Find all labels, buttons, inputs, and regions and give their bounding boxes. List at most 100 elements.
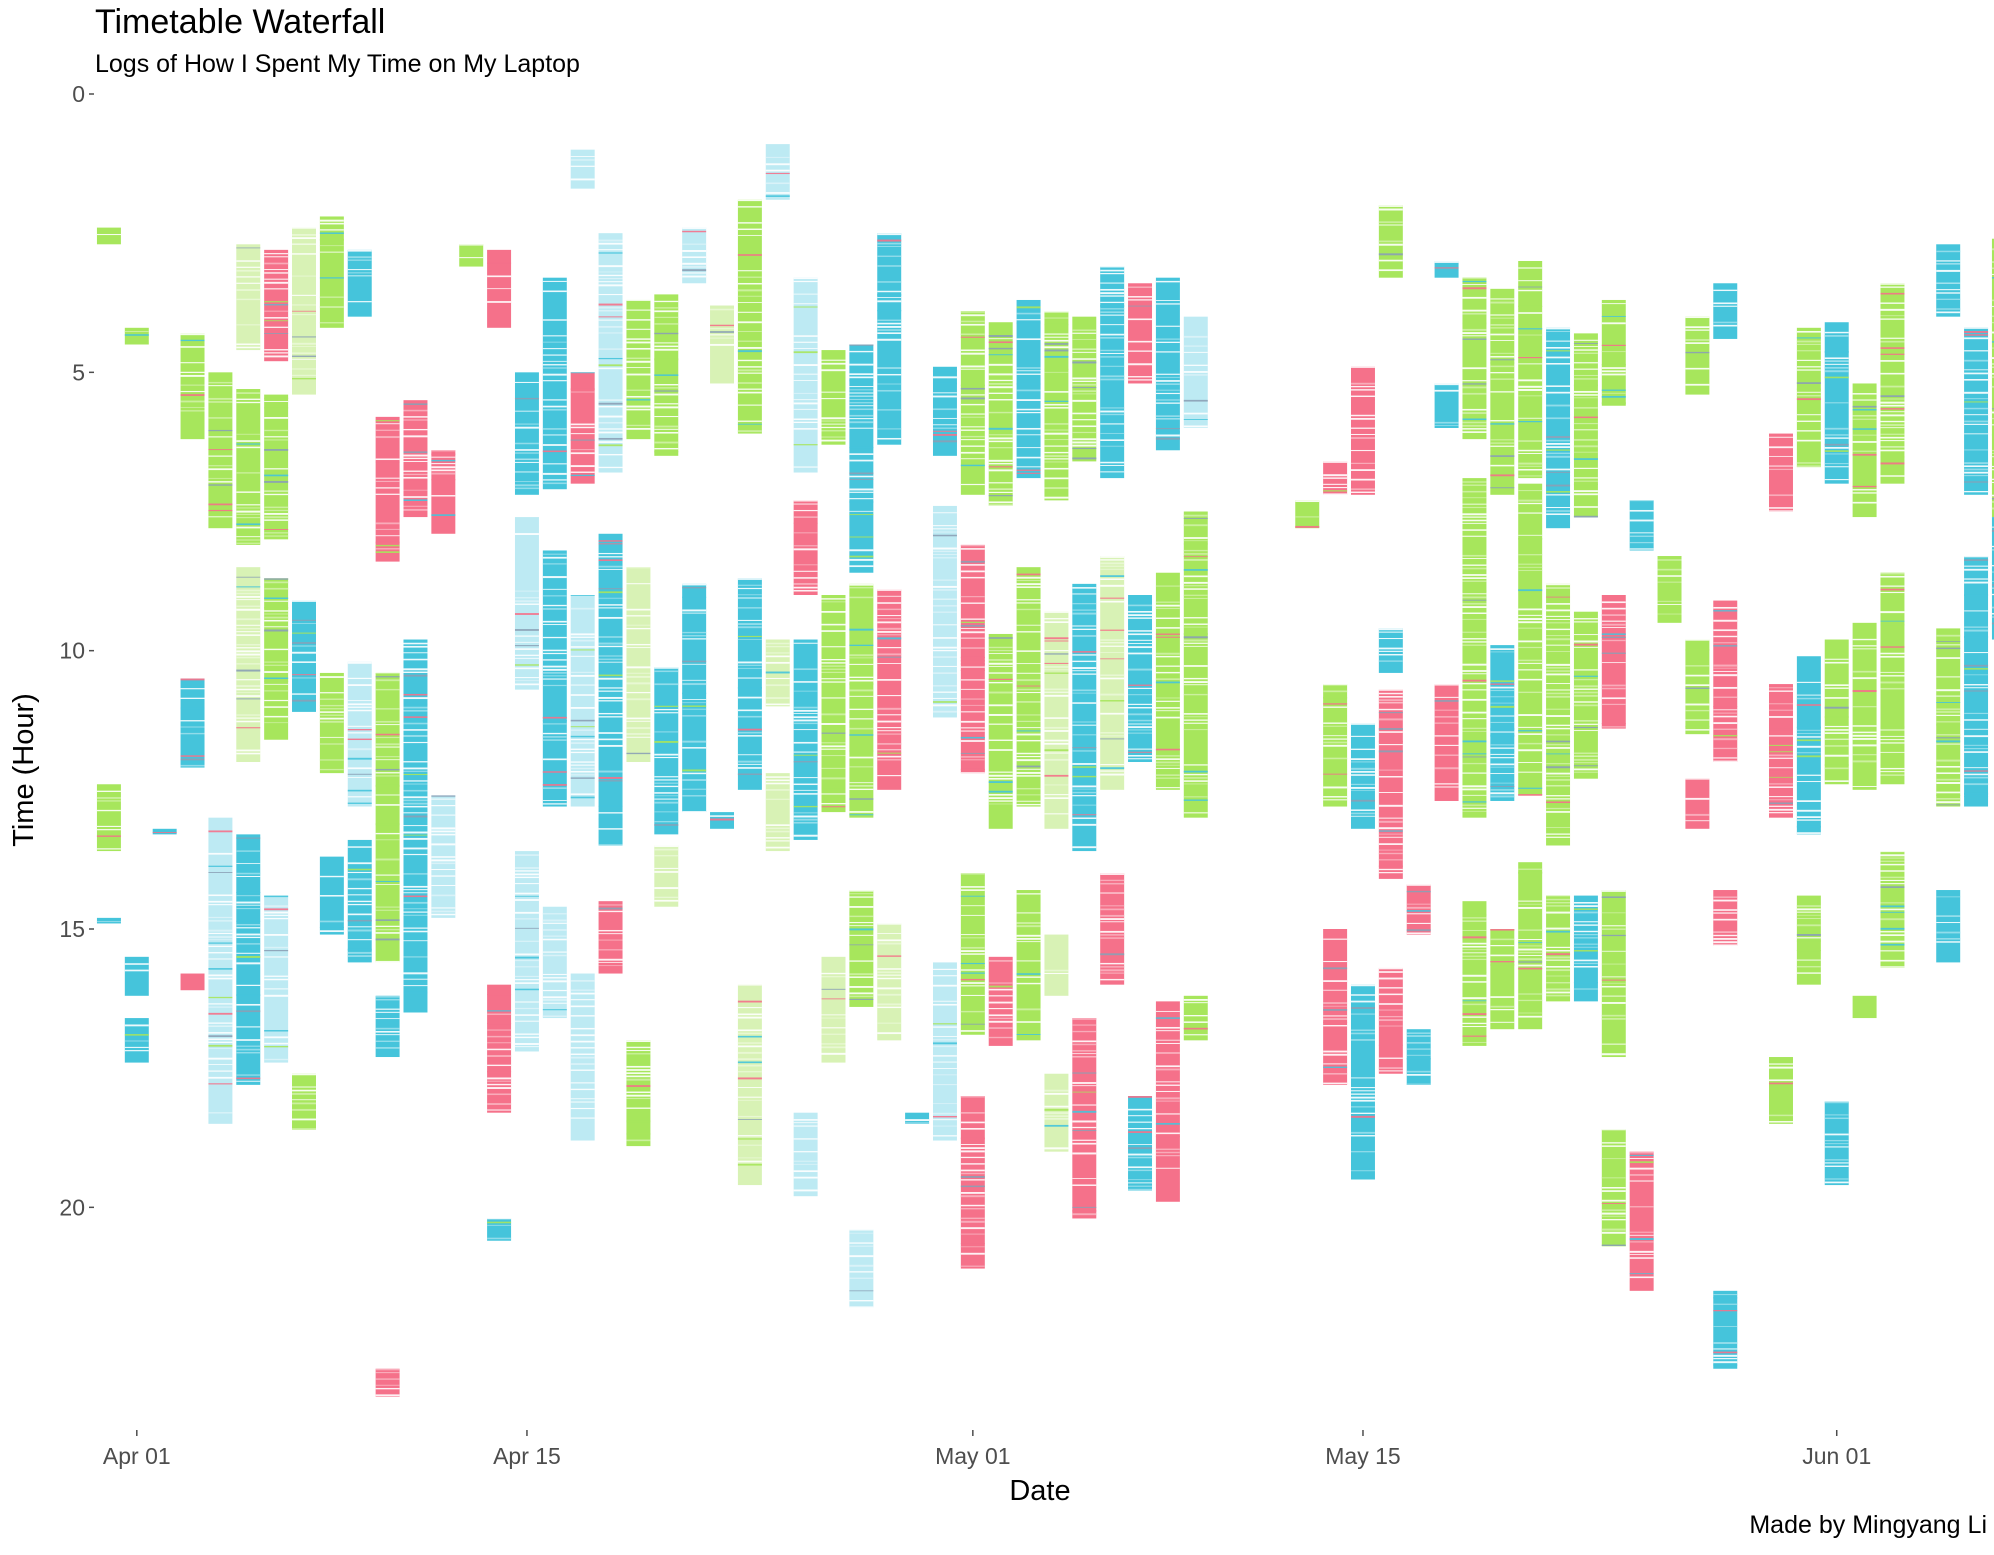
log-streak [1183,540,1208,542]
log-streak [431,913,456,916]
log-streak [1016,434,1041,436]
log-streak [542,588,567,590]
log-streak [1629,1234,1654,1236]
log-streak [403,847,428,850]
log-streak [1462,408,1487,411]
log-streak [1462,596,1487,599]
log-streak [236,994,261,996]
log-streak [877,647,902,649]
log-streak [1546,994,1571,997]
log-streak [375,880,400,883]
log-streak [236,1045,261,1047]
log-streak [877,974,902,976]
log-streak [960,1217,985,1220]
log-streak [737,709,762,712]
log-streak [1573,704,1598,707]
log-streak [1713,289,1738,292]
log-streak [598,961,623,963]
log-streak [1462,335,1487,337]
log-streak [487,1237,512,1240]
log-streak [1518,512,1543,514]
log-streak [1546,619,1571,620]
log-streak [1100,266,1125,268]
session-block [1044,611,1069,829]
log-streak [960,736,985,739]
log-streak [1685,729,1710,731]
log-streak [1490,715,1515,717]
log-streak [1100,937,1125,939]
session-bar [180,333,205,440]
log-streak [1796,800,1821,802]
log-streak [542,784,567,786]
log-streak [960,669,985,671]
log-streak [1100,575,1125,577]
log-streak [849,654,874,657]
log-streak [487,1080,512,1082]
log-streak [236,542,261,544]
log-streak [1991,376,1994,378]
log-streak [960,352,985,355]
log-streak [1183,623,1208,625]
log-streak [1880,302,1905,304]
log-streak [487,1023,512,1025]
log-streak [1490,391,1515,393]
session-block [236,389,261,545]
log-streak [1518,502,1543,505]
log-streak [793,834,818,837]
log-streak [1462,519,1487,522]
log-streak [1824,1139,1849,1142]
log-streak [1546,683,1571,685]
log-streak [1824,370,1849,373]
log-streak [1518,328,1543,330]
log-streak [821,623,846,626]
log-streak [1796,745,1821,748]
log-streak [1685,339,1710,341]
log-streak [570,719,595,722]
log-streak [737,295,762,297]
log-streak [208,852,233,855]
log-streak [1991,581,1994,582]
log-streak [1128,758,1153,760]
log-streak [1183,1002,1208,1004]
log-streak [514,988,539,991]
log-streak [1016,794,1041,796]
session-block [1128,1096,1153,1191]
log-streak [1434,744,1459,746]
log-streak [960,596,985,598]
log-streak [793,564,818,566]
log-streak [1462,1035,1487,1037]
log-streak [1991,565,1994,567]
log-streak [682,583,707,586]
log-streak [514,449,539,451]
log-streak [793,306,818,308]
log-streak [347,939,372,941]
log-streak [849,536,874,538]
log-streak [1016,322,1041,324]
log-streak [1518,646,1543,649]
log-streak [1462,958,1487,961]
log-streak [988,1036,1013,1039]
log-streak [1629,541,1654,544]
log-streak [1880,931,1905,933]
log-streak [737,199,762,202]
log-streak [710,337,735,339]
log-streak [1796,359,1821,361]
log-streak [598,933,623,935]
log-streak [1434,716,1459,718]
log-streak [682,609,707,612]
session-block [877,233,902,445]
log-streak [1128,630,1153,632]
log-streak [375,1378,400,1380]
log-streak [375,420,400,422]
log-streak [988,1027,1013,1029]
log-streak [1824,738,1849,740]
log-streak [1991,616,1994,618]
session-block [905,1112,930,1124]
log-streak [1573,346,1598,347]
log-streak [570,1053,595,1055]
session-bar [1964,556,1989,807]
log-streak [208,1025,233,1027]
log-streak [1072,702,1097,704]
log-streak [208,974,233,977]
log-streak [1044,1115,1069,1117]
